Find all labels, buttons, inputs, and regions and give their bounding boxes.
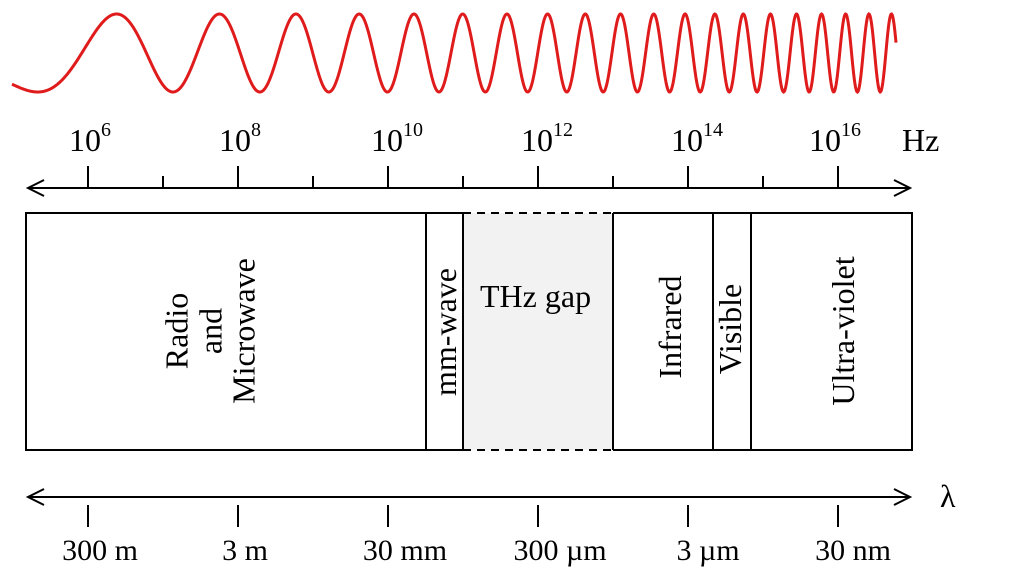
wavelength-label: 30 mm [362, 534, 448, 567]
band-label-thz-gap: THz gap [480, 278, 592, 314]
frequency-label: 106 [69, 119, 111, 158]
frequency-axis-ticks [87, 166, 839, 188]
wavelength-label: 3 m [222, 534, 268, 567]
wave-curve [11, 12, 898, 95]
frequency-label: 1012 [521, 119, 573, 158]
band-label-infrared: Infrared [652, 275, 689, 379]
wavelength-axis-ticks [87, 505, 839, 527]
band-label-visible: Visible [712, 283, 749, 375]
wavelength-label: 3 µm [676, 534, 740, 567]
frequency-label: 1010 [371, 119, 423, 158]
wavelength-label: 300 µm [513, 534, 607, 567]
wavelength-label: 300 m [62, 534, 138, 567]
frequency-label: 108 [219, 119, 261, 158]
frequency-axis-line [25, 179, 913, 197]
band-label-mm-wave: mm-wave [427, 268, 464, 396]
frequency-label: 1016 [809, 119, 861, 158]
band-label-radio-microwave: Radio and Microwave [158, 258, 262, 404]
band-label-ultra-violet: Ultra-violet [825, 256, 862, 406]
wavelength-label: 30 nm [815, 534, 891, 567]
wavelength-axis-line [25, 488, 913, 506]
wavelength-unit-label: λ [940, 478, 956, 514]
frequency-unit-label: Hz [902, 122, 940, 158]
band-box-lines [25, 212, 913, 451]
frequency-label: 1014 [671, 119, 723, 158]
thz-gap-fill [463, 213, 613, 450]
